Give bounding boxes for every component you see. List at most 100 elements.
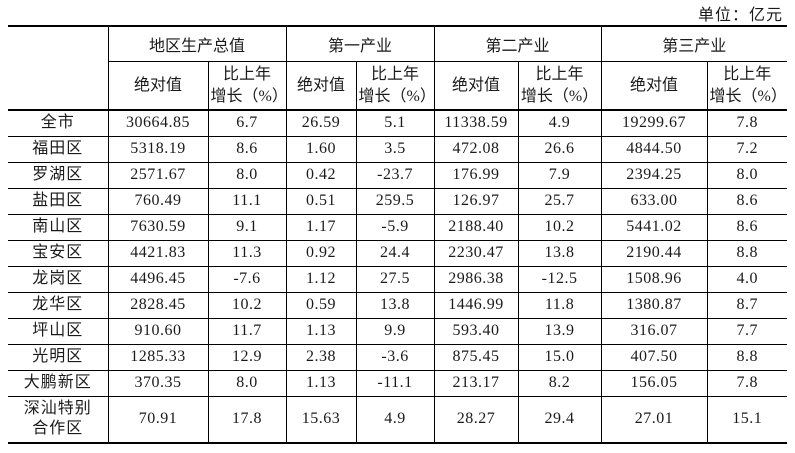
value-cell: 8.0	[706, 161, 788, 189]
value-cell: 9.9	[355, 317, 435, 345]
region-cell: 南山区	[7, 213, 109, 241]
value-cell: 1508.96	[600, 265, 708, 293]
value-cell: 30664.85	[107, 109, 209, 137]
value-cell: 4421.83	[107, 239, 209, 267]
value-cell: 593.40	[433, 317, 519, 345]
region-cell: 深汕特别 合作区	[7, 395, 109, 444]
subheader-gdp-abs: 绝对值	[107, 61, 209, 111]
value-cell: 17.8	[207, 395, 287, 444]
subheader-primary-growth: 比上年 增长（%）	[355, 61, 435, 111]
region-cell: 龙华区	[7, 291, 109, 319]
value-cell: 25.7	[517, 187, 602, 215]
table-row: 福田区 5318.19 8.6 1.60 3.5 472.08 26.6 4844.50 7.2	[7, 135, 788, 163]
table-row: 坪山区 910.60 11.7 1.13 9.9 593.40 13.9 316.07 7.7	[7, 317, 788, 345]
value-cell: 8.0	[207, 369, 287, 397]
value-cell: 2986.38	[433, 265, 519, 293]
value-cell: 19299.67	[600, 109, 708, 137]
value-cell: 8.0	[207, 161, 287, 189]
value-cell: 11.7	[207, 317, 287, 345]
value-cell: 26.59	[285, 109, 357, 137]
table-row: 南山区 7630.59 9.1 1.17 -5.9 2188.40 10.2 5441.02 8…	[7, 213, 788, 241]
subheader-tertiary-abs: 绝对值	[600, 61, 708, 111]
value-cell: 7.8	[706, 109, 788, 137]
value-cell: 2571.67	[107, 161, 209, 189]
value-cell: 1380.87	[600, 291, 708, 319]
table-row: 光明区 1285.33 12.9 2.38 -3.6 875.45 15.0 407.50 8.…	[7, 343, 788, 371]
value-cell: 70.91	[107, 395, 209, 444]
value-cell: 1.17	[285, 213, 357, 241]
value-cell: 7.7	[706, 317, 788, 345]
value-cell: 8.2	[517, 369, 602, 397]
value-cell: 875.45	[433, 343, 519, 371]
table-row: 全市 30664.85 6.7 26.59 5.1 11338.59 4.9 19299.67…	[7, 109, 788, 137]
value-cell: 0.42	[285, 161, 357, 189]
value-cell: -5.9	[355, 213, 435, 241]
value-cell: 760.49	[107, 187, 209, 215]
value-cell: 910.60	[107, 317, 209, 345]
value-cell: 0.59	[285, 291, 357, 319]
value-cell: 370.35	[107, 369, 209, 397]
col-group-tertiary: 第三产业	[600, 25, 788, 62]
table-header: 地区生产总值 第一产业 第二产业 第三产业 绝对值 比上年 增长（%） 绝对值 …	[7, 25, 788, 111]
value-cell: 8.8	[706, 239, 788, 267]
value-cell: -23.7	[355, 161, 435, 189]
table-row: 大鹏新区 370.35 8.0 1.13 -11.1 213.17 8.2 156.05 7.8	[7, 369, 788, 397]
value-cell: 27.5	[355, 265, 435, 293]
value-cell: 1.13	[285, 369, 357, 397]
table-row: 深汕特别 合作区 70.91 17.8 15.63 4.9 28.27 29.4 27.01 1…	[7, 395, 788, 444]
value-cell: 26.6	[517, 135, 602, 163]
value-cell: 12.9	[207, 343, 287, 371]
value-cell: 9.1	[207, 213, 287, 241]
region-cell: 罗湖区	[7, 161, 109, 189]
region-cell: 坪山区	[7, 317, 109, 345]
value-cell: 15.1	[706, 395, 788, 444]
value-cell: -11.1	[355, 369, 435, 397]
table-row: 龙岗区 4496.45 -7.6 1.12 27.5 2986.38 -12.5 1508.9…	[7, 265, 788, 293]
subheader-secondary-abs: 绝对值	[433, 61, 519, 111]
value-cell: 156.05	[600, 369, 708, 397]
region-cell: 大鹏新区	[7, 369, 109, 397]
value-cell: 213.17	[433, 369, 519, 397]
value-cell: 0.51	[285, 187, 357, 215]
value-cell: 13.8	[517, 239, 602, 267]
value-cell: 5318.19	[107, 135, 209, 163]
value-cell: 24.4	[355, 239, 435, 267]
value-cell: 1.13	[285, 317, 357, 345]
value-cell: 2188.40	[433, 213, 519, 241]
table-row: 宝安区 4421.83 11.3 0.92 24.4 2230.47 13.8 2190.44…	[7, 239, 788, 267]
table-row: 罗湖区 2571.67 8.0 0.42 -23.7 176.99 7.9 2394.25 8.…	[7, 161, 788, 189]
value-cell: -7.6	[207, 265, 287, 293]
value-cell: 0.92	[285, 239, 357, 267]
value-cell: 2.38	[285, 343, 357, 371]
col-group-secondary: 第二产业	[433, 25, 602, 62]
subheader-tertiary-growth: 比上年 增长（%）	[706, 61, 788, 111]
value-cell: 176.99	[433, 161, 519, 189]
value-cell: 1285.33	[107, 343, 209, 371]
value-cell: 7630.59	[107, 213, 209, 241]
value-cell: 4.9	[517, 109, 602, 137]
value-cell: 7.2	[706, 135, 788, 163]
value-cell: 8.6	[207, 135, 287, 163]
value-cell: 633.00	[600, 187, 708, 215]
value-cell: 5441.02	[600, 213, 708, 241]
subheader-primary-abs: 绝对值	[285, 61, 357, 111]
value-cell: 4496.45	[107, 265, 209, 293]
region-cell: 盐田区	[7, 187, 109, 215]
value-cell: 29.4	[517, 395, 602, 444]
value-cell: 13.9	[517, 317, 602, 345]
table-row: 盐田区 760.49 11.1 0.51 259.5 126.97 25.7 633.00 8.…	[7, 187, 788, 215]
header-sub-row: 绝对值 比上年 增长（%） 绝对值 比上年 增长（%） 绝对值 比上年 增长（%…	[8, 61, 788, 111]
value-cell: 2230.47	[433, 239, 519, 267]
value-cell: -3.6	[355, 343, 435, 371]
value-cell: 11.8	[517, 291, 602, 319]
subheader-gdp-growth: 比上年 增长（%）	[207, 61, 287, 111]
region-cell: 全市	[7, 109, 109, 137]
value-cell: 316.07	[600, 317, 708, 345]
value-cell: 4844.50	[600, 135, 708, 163]
table-body: 全市 30664.85 6.7 26.59 5.1 11338.59 4.9 19299.67…	[7, 109, 788, 444]
value-cell: 8.6	[706, 213, 788, 241]
value-cell: 259.5	[355, 187, 435, 215]
region-cell: 福田区	[7, 135, 109, 163]
value-cell: 7.8	[706, 369, 788, 397]
